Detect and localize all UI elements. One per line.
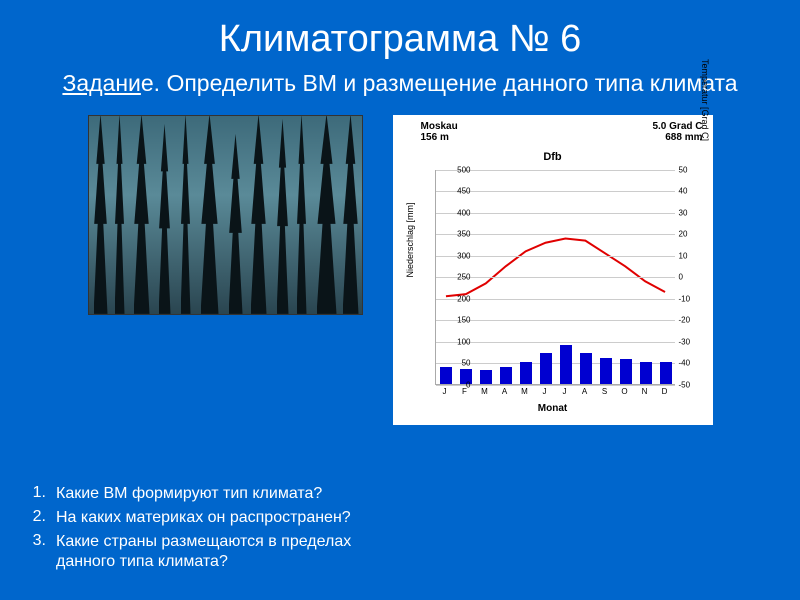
question-item: 2.На каких материках он распространен?: [30, 508, 376, 528]
grid-line: [436, 277, 675, 278]
task-text: Задание. Определить ВМ и размещение данн…: [0, 69, 800, 115]
task-prefix: Задани: [62, 70, 140, 96]
question-number: 2.: [30, 508, 56, 526]
slide-title: Климатограмма № 6: [0, 0, 800, 69]
grid-line: [436, 256, 675, 257]
question-number: 3.: [30, 532, 56, 550]
month-tick: J: [435, 387, 455, 396]
precip-bar: [540, 353, 552, 384]
month-tick: J: [555, 387, 575, 396]
grid-line: [436, 213, 675, 214]
y-axis-right-label: Temperatur [Grad C]: [700, 25, 710, 175]
chart-station: Moskau 156 m: [421, 121, 458, 143]
month-tick: F: [455, 387, 475, 396]
x-axis-label: Monat: [393, 403, 713, 414]
station-elevation: 156 m: [421, 132, 458, 143]
question-item: 3.Какие страны размещаются в пределах да…: [30, 532, 376, 572]
precip-bar: [620, 359, 632, 384]
question-item: 1.Какие ВМ формируют тип климата?: [30, 484, 376, 504]
ytick-left: 100: [441, 337, 471, 346]
ytick-left: 500: [441, 165, 471, 174]
ytick-left: 250: [441, 273, 471, 282]
ytick-left: 450: [441, 187, 471, 196]
grid-line: [436, 320, 675, 321]
station-name: Moskau: [421, 121, 458, 132]
ytick-right: -20: [679, 316, 704, 325]
ytick-right: 0: [679, 273, 704, 282]
grid-line: [436, 170, 675, 171]
ytick-left: 300: [441, 251, 471, 260]
question-list: 1.Какие ВМ формируют тип климата?2.На ка…: [30, 484, 376, 576]
tree-silhouette: [317, 115, 337, 314]
ytick-right: 30: [679, 208, 704, 217]
tree-silhouette: [229, 134, 243, 314]
grid-line: [436, 342, 675, 343]
tree-silhouette: [201, 115, 219, 314]
ytick-left: 350: [441, 230, 471, 239]
tree-silhouette: [134, 115, 150, 314]
ytick-right: 20: [679, 230, 704, 239]
ytick-right: 10: [679, 251, 704, 260]
ytick-right: -40: [679, 359, 704, 368]
y-axis-left-label: Niederschlag [mm]: [405, 165, 415, 315]
precip-bar: [600, 358, 612, 384]
month-tick: D: [655, 387, 675, 396]
annual-precip: 688 mm: [652, 132, 702, 143]
ytick-right: 40: [679, 187, 704, 196]
task-rest: е. Определить ВМ и размещение данного ти…: [141, 70, 738, 96]
precip-bar: [580, 353, 592, 384]
plot-area: [435, 170, 675, 385]
tree-silhouette: [251, 115, 267, 314]
question-text: Какие страны размещаются в пределах данн…: [56, 532, 376, 572]
precip-bar: [500, 367, 512, 384]
tree-silhouette: [297, 115, 307, 314]
tree-silhouette: [181, 115, 191, 314]
month-tick: A: [575, 387, 595, 396]
temperature-polyline: [445, 238, 664, 296]
grid-line: [436, 385, 675, 386]
month-tick: M: [475, 387, 495, 396]
question-text: Какие ВМ формируют тип климата?: [56, 484, 322, 504]
ytick-right: -10: [679, 294, 704, 303]
ytick-left: 50: [441, 359, 471, 368]
ytick-left: 150: [441, 316, 471, 325]
climate-chart: Moskau 156 m 5.0 Grad C 688 mm Dfb Niede…: [393, 115, 713, 425]
ytick-right: -30: [679, 337, 704, 346]
tree-silhouette: [159, 124, 171, 314]
month-tick: A: [495, 387, 515, 396]
ytick-left: 200: [441, 294, 471, 303]
precip-bar: [480, 370, 492, 384]
mean-temp: 5.0 Grad C: [652, 121, 702, 132]
ytick-right: -50: [679, 380, 704, 389]
precip-bar: [640, 362, 652, 384]
tree-silhouette: [94, 115, 108, 314]
month-tick: O: [615, 387, 635, 396]
question-number: 1.: [30, 484, 56, 502]
precip-bar: [660, 362, 672, 384]
chart-stats: 5.0 Grad C 688 mm: [652, 121, 702, 143]
precip-bar: [520, 362, 532, 384]
grid-line: [436, 191, 675, 192]
tree-silhouette: [115, 115, 125, 314]
tree-silhouette: [343, 115, 359, 314]
month-tick: M: [515, 387, 535, 396]
month-tick: S: [595, 387, 615, 396]
tree-silhouette: [277, 119, 289, 314]
grid-line: [436, 234, 675, 235]
grid-line: [436, 299, 675, 300]
koppen-class: Dfb: [393, 151, 713, 163]
month-tick: J: [535, 387, 555, 396]
precip-bar: [560, 345, 572, 384]
ytick-right: 50: [679, 165, 704, 174]
question-text: На каких материках он распространен?: [56, 508, 351, 528]
content-row: Moskau 156 m 5.0 Grad C 688 mm Dfb Niede…: [0, 115, 800, 425]
forest-image: [88, 115, 363, 315]
month-tick: N: [635, 387, 655, 396]
ytick-left: 400: [441, 208, 471, 217]
